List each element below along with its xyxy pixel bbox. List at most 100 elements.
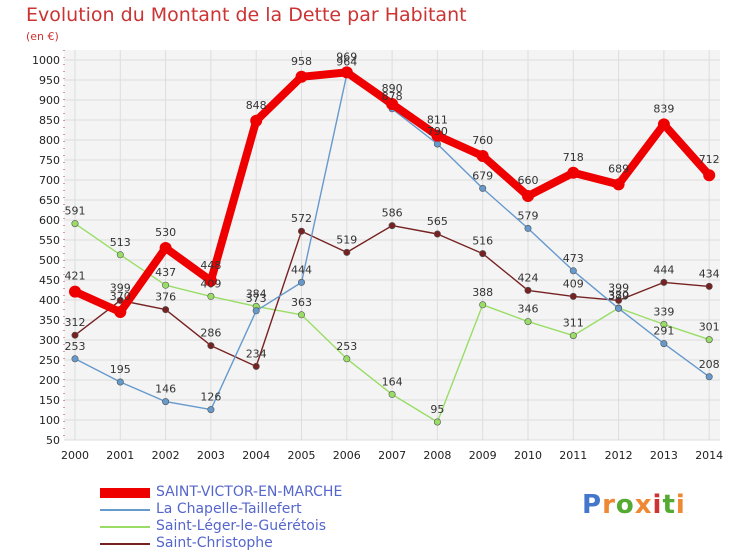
data-label-saint-l-ger-le-gu-r-tois: 591	[65, 205, 86, 218]
y-tick-label: 250	[39, 354, 60, 367]
data-label-saint-christophe: 312	[65, 316, 86, 329]
data-label-saint-l-ger-le-gu-r-tois: 301	[699, 321, 720, 334]
data-label-saint-christophe: 424	[518, 271, 539, 284]
x-tick-label: 2013	[650, 449, 678, 462]
data-label-saint-l-ger-le-gu-r-tois: 346	[518, 303, 539, 316]
y-tick-label: 750	[39, 154, 60, 167]
logo-letter: i	[652, 490, 663, 520]
data-label-la-chapelle-taillefert: 291	[653, 325, 674, 338]
data-point-saint-victor-en-marche	[612, 178, 625, 191]
data-label-saint-victor-en-marche: 760	[472, 134, 493, 147]
data-label-saint-christophe: 516	[472, 235, 493, 248]
x-tick-label: 2006	[333, 449, 361, 462]
y-tick-label: 300	[39, 334, 60, 347]
data-point-saint-victor-en-marche	[386, 98, 399, 110]
data-point-saint-christophe	[116, 296, 124, 304]
data-point-saint-l-ger-le-gu-r-tois	[388, 390, 396, 398]
data-point-saint-l-ger-le-gu-r-tois	[116, 251, 124, 259]
data-label-saint-christophe: 565	[427, 215, 448, 228]
y-tick-label: 150	[39, 394, 60, 407]
data-point-saint-christophe	[433, 230, 441, 238]
data-point-saint-l-ger-le-gu-r-tois	[479, 301, 487, 309]
data-point-saint-l-ger-le-gu-r-tois	[524, 318, 532, 326]
data-label-la-chapelle-taillefert: 208	[699, 358, 720, 371]
data-label-saint-victor-en-marche: 839	[653, 102, 674, 115]
data-point-saint-christophe	[569, 292, 577, 300]
data-label-saint-l-ger-le-gu-r-tois: 388	[472, 286, 493, 299]
chart-title: Evolution du Montant de la Dette par Hab…	[26, 4, 467, 26]
data-label-la-chapelle-taillefert: 146	[155, 383, 176, 396]
data-label-saint-l-ger-le-gu-r-tois: 164	[382, 375, 403, 388]
logo-letter: t	[662, 490, 676, 520]
data-label-la-chapelle-taillefert: 878	[382, 90, 403, 103]
data-point-saint-christophe	[207, 342, 215, 350]
data-point-saint-victor-en-marche	[159, 242, 172, 254]
data-label-la-chapelle-taillefert: 373	[246, 292, 267, 305]
data-label-saint-l-ger-le-gu-r-tois: 380	[608, 289, 629, 302]
y-tick-label: 700	[39, 174, 60, 187]
logo-letter: i	[675, 490, 686, 520]
data-label-saint-victor-en-marche: 811	[427, 114, 448, 127]
data-label-la-chapelle-taillefert: 253	[65, 340, 86, 353]
data-point-saint-l-ger-le-gu-r-tois	[297, 311, 305, 319]
legend-swatch-saint-leger	[100, 526, 150, 528]
x-tick-label: 2007	[378, 449, 406, 462]
y-tick-label: 1000	[32, 54, 60, 67]
legend-swatch-saint-victor	[100, 488, 150, 498]
x-tick-label: 2000	[61, 449, 89, 462]
legend-label-saint-victor: SAINT-VICTOR-EN-MARCHE	[156, 484, 343, 500]
data-point-la-chapelle-taillefert	[433, 140, 441, 148]
data-labels: 591 513 437 409 384 363 253 164 95 388 346 311 380 33…	[65, 50, 720, 416]
data-label-saint-victor-en-marche: 848	[246, 99, 267, 112]
data-point-saint-christophe	[524, 286, 532, 294]
data-label-saint-l-ger-le-gu-r-tois: 339	[653, 305, 674, 318]
data-point-saint-christophe	[660, 278, 668, 286]
y-tick-label: 400	[39, 294, 60, 307]
logo-letter: x	[634, 490, 653, 520]
data-label-saint-victor-en-marche: 712	[699, 153, 720, 166]
proxiti-logo: Proxiti	[582, 490, 686, 520]
data-point-saint-l-ger-le-gu-r-tois	[569, 332, 577, 340]
data-point-saint-victor-en-marche	[703, 169, 716, 182]
data-point-saint-victor-en-marche	[114, 306, 127, 318]
x-axis-ticks: 2000 2001 2002 2003 2004 2005 2006 2007 2008 2009…	[61, 449, 723, 462]
data-label-saint-christophe: 434	[699, 267, 720, 280]
data-point-saint-christophe	[388, 222, 396, 230]
data-label-saint-l-ger-le-gu-r-tois: 513	[110, 236, 131, 249]
legend-label-saint-christophe: Saint-Christophe	[156, 535, 273, 551]
data-point-la-chapelle-taillefert	[705, 373, 713, 381]
data-label-saint-l-ger-le-gu-r-tois: 384	[246, 287, 267, 300]
x-tick-label: 2011	[559, 449, 587, 462]
data-label-saint-christophe: 286	[200, 327, 221, 340]
data-label-saint-christophe: 376	[155, 291, 176, 304]
logo-letter: o	[615, 490, 635, 520]
data-label-saint-victor-en-marche: 718	[563, 151, 584, 164]
data-point-saint-victor-en-marche	[250, 114, 263, 127]
x-tick-label: 2005	[288, 449, 316, 462]
y-tick-label: 200	[39, 374, 60, 387]
data-label-saint-victor-en-marche: 370	[110, 290, 131, 303]
data-label-saint-victor-en-marche: 689	[608, 162, 629, 175]
data-label-saint-victor-en-marche: 448	[200, 259, 221, 272]
x-tick-label: 2012	[605, 449, 633, 462]
data-point-la-chapelle-taillefert	[207, 406, 215, 414]
y-tick-label: 800	[39, 134, 60, 147]
data-point-saint-l-ger-le-gu-r-tois	[433, 418, 441, 426]
data-label-saint-christophe: 399	[608, 281, 629, 294]
data-label-saint-victor-en-marche: 890	[382, 82, 403, 95]
data-label-saint-christophe: 586	[382, 207, 403, 220]
data-label-saint-christophe: 444	[653, 263, 674, 276]
x-tick-label: 2003	[197, 449, 225, 462]
y-tick-label: 900	[39, 94, 60, 107]
x-tick-label: 2008	[423, 449, 451, 462]
data-label-la-chapelle-taillefert: 444	[291, 263, 312, 276]
y-tick-label: 50	[46, 434, 60, 447]
data-point-saint-victor-en-marche	[567, 166, 580, 179]
x-tick-label: 2004	[242, 449, 270, 462]
data-point-saint-christophe	[162, 306, 170, 314]
data-point-saint-christophe	[343, 248, 351, 256]
data-label-saint-christophe: 409	[563, 277, 584, 290]
x-tick-label: 2010	[514, 449, 542, 462]
y-axis-ticks: 50 100 150 200 250 300 350 400 450 500 550 600 650 70…	[32, 54, 60, 447]
